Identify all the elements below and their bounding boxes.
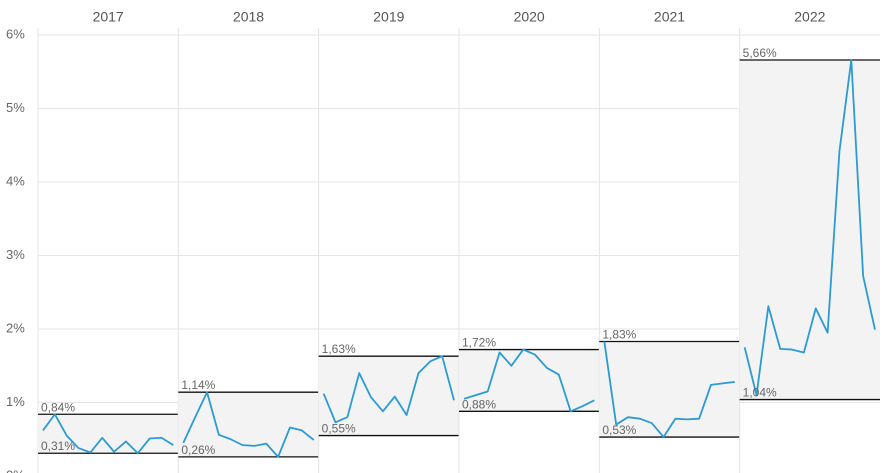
value-line: [743, 59, 876, 397]
value-line: [42, 413, 174, 455]
y-tick-label: 4%: [6, 173, 25, 188]
max-label: 5,66%: [743, 46, 777, 60]
min-label: 0,88%: [462, 397, 496, 411]
year-label: 2018: [233, 9, 264, 25]
value-line: [182, 391, 315, 458]
value-line: [603, 341, 735, 438]
min-label: 0,26%: [181, 443, 215, 457]
min-label: 0,55%: [322, 422, 356, 436]
min-label: 1,04%: [743, 386, 777, 400]
year-label: 2022: [794, 9, 825, 25]
range-band: [739, 59, 880, 400]
y-tick-label: 5%: [6, 100, 25, 115]
max-label: 1,14%: [181, 378, 215, 392]
min-label: 0,53%: [602, 423, 636, 437]
range-band: [459, 349, 600, 412]
max-label: 1,63%: [322, 342, 356, 356]
min-label: 0,31%: [41, 439, 75, 453]
value-line: [322, 355, 455, 424]
value-line: [463, 348, 595, 413]
max-label: 0,84%: [41, 400, 75, 414]
y-tick-label: 0%: [6, 467, 25, 473]
year-label: 2017: [93, 9, 124, 25]
max-label: 1,83%: [602, 327, 636, 341]
range-band: [318, 356, 459, 436]
max-label: 1,72%: [462, 336, 496, 350]
range-band: [38, 414, 179, 454]
year-label: 2019: [373, 9, 404, 25]
y-tick-label: 1%: [6, 394, 25, 409]
y-tick-label: 6%: [6, 26, 25, 41]
year-label: 2020: [514, 9, 545, 25]
y-tick-label: 2%: [6, 320, 25, 335]
year-label: 2021: [654, 9, 685, 25]
y-tick-label: 3%: [6, 247, 25, 262]
